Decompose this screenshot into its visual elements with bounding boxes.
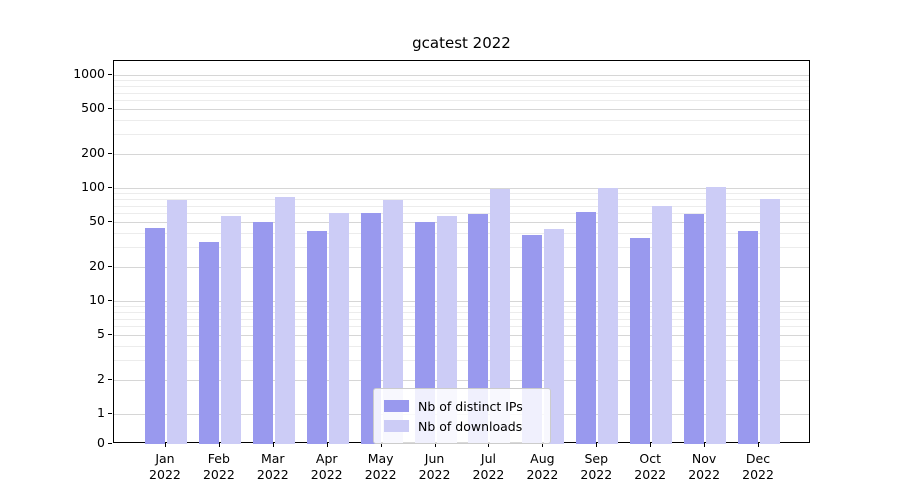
x-tick-mark [326,443,328,447]
minor-gridline [114,92,809,94]
bar-downloads [274,196,295,444]
y-tick-mark [108,221,112,223]
bar-distinct-ips [360,213,381,444]
major-gridline [114,109,809,111]
minor-gridline [114,205,809,207]
x-tick-mark [650,443,652,447]
legend-item-distinct-ips: Nb of distinct IPs [384,396,540,416]
bar-distinct-ips [198,242,219,444]
minor-gridline [114,193,809,195]
minor-gridline [114,119,809,121]
y-tick-mark [108,74,112,75]
y-tick-label: 200 [81,144,105,160]
x-tick-label: Mar 2022 [256,451,289,482]
y-tick-label: 10 [89,292,105,307]
y-tick-mark [108,108,112,110]
y-tick-mark [108,378,112,380]
x-tick-label: Jan 2022 [149,451,181,482]
x-tick-label: Feb 2022 [202,451,235,482]
chart-legend: Nb of distinct IPs Nb of downloads [373,388,551,444]
y-tick-mark [108,152,112,154]
x-tick-mark [488,443,490,447]
bar-downloads [220,216,241,444]
minor-gridline [114,100,809,102]
x-tick-mark [434,443,436,447]
y-tick-label: 2 [97,370,105,386]
minor-gridline [114,80,809,82]
y-tick-label: 1 [97,405,105,420]
x-tick-label: Nov 2022 [688,451,721,482]
bar-distinct-ips [144,228,165,444]
bar-distinct-ips [576,212,597,444]
y-tick-mark [108,187,112,188]
bar-downloads [760,198,781,444]
y-tick-mark [108,334,112,336]
y-tick-mark [108,413,112,414]
x-tick-mark [218,443,220,447]
bar-downloads [436,216,457,444]
major-gridline [114,222,809,224]
y-tick-label: 0 [97,435,105,450]
x-tick-mark [164,443,166,447]
major-gridline [114,75,809,76]
x-tick-label: Oct 2022 [634,451,667,482]
y-tick-label: 20 [89,257,105,273]
minor-gridline [114,198,809,200]
major-gridline [114,153,809,155]
bar-downloads [328,213,349,444]
minor-gridline [114,85,809,87]
minor-gridline [114,134,809,136]
bar-distinct-ips [252,222,273,444]
y-tick-label: 100 [81,179,105,194]
major-gridline [114,188,809,189]
plot-area [113,60,810,444]
bar-downloads [652,205,673,444]
bar-distinct-ips [468,213,489,444]
legend-label-downloads: Nb of downloads [418,418,523,434]
y-tick-mark [108,443,112,444]
y-tick-mark [108,300,112,301]
legend-item-downloads: Nb of downloads [384,416,540,436]
x-tick-label: Jun 2022 [418,451,451,482]
bar-downloads [490,189,511,444]
legend-swatch-downloads [384,420,409,432]
x-tick-label: Jul 2022 [472,451,505,482]
x-tick-label: Sep 2022 [580,451,613,482]
x-tick-mark [758,443,760,447]
minor-gridline [114,232,809,234]
y-tick-label: 5 [97,326,105,342]
minor-gridline [114,213,809,215]
x-tick-label: Apr 2022 [310,451,343,482]
bar-distinct-ips [738,230,759,444]
y-tick-label: 1000 [73,66,105,81]
bar-distinct-ips [306,230,327,444]
x-tick-mark [380,443,382,447]
x-tick-mark [542,443,544,447]
x-tick-mark [704,443,706,447]
chart-title: gcatest 2022 [412,34,511,52]
x-tick-mark [596,443,598,447]
y-tick-label: 50 [89,213,105,229]
bar-downloads [166,200,187,444]
bar-downloads [382,199,403,444]
y-tick-label: 500 [81,100,105,116]
x-tick-label: May 2022 [364,451,397,482]
bar-distinct-ips [684,213,705,444]
x-tick-label: Aug 2022 [526,451,559,482]
bar-downloads [706,187,727,444]
bar-distinct-ips [630,238,651,444]
y-tick-mark [108,265,112,267]
x-tick-label: Dec 2022 [742,451,774,482]
bar-downloads [598,188,619,444]
legend-swatch-distinct-ips [384,400,409,412]
legend-label-distinct-ips: Nb of distinct IPs [418,398,523,414]
x-tick-mark [272,443,274,447]
